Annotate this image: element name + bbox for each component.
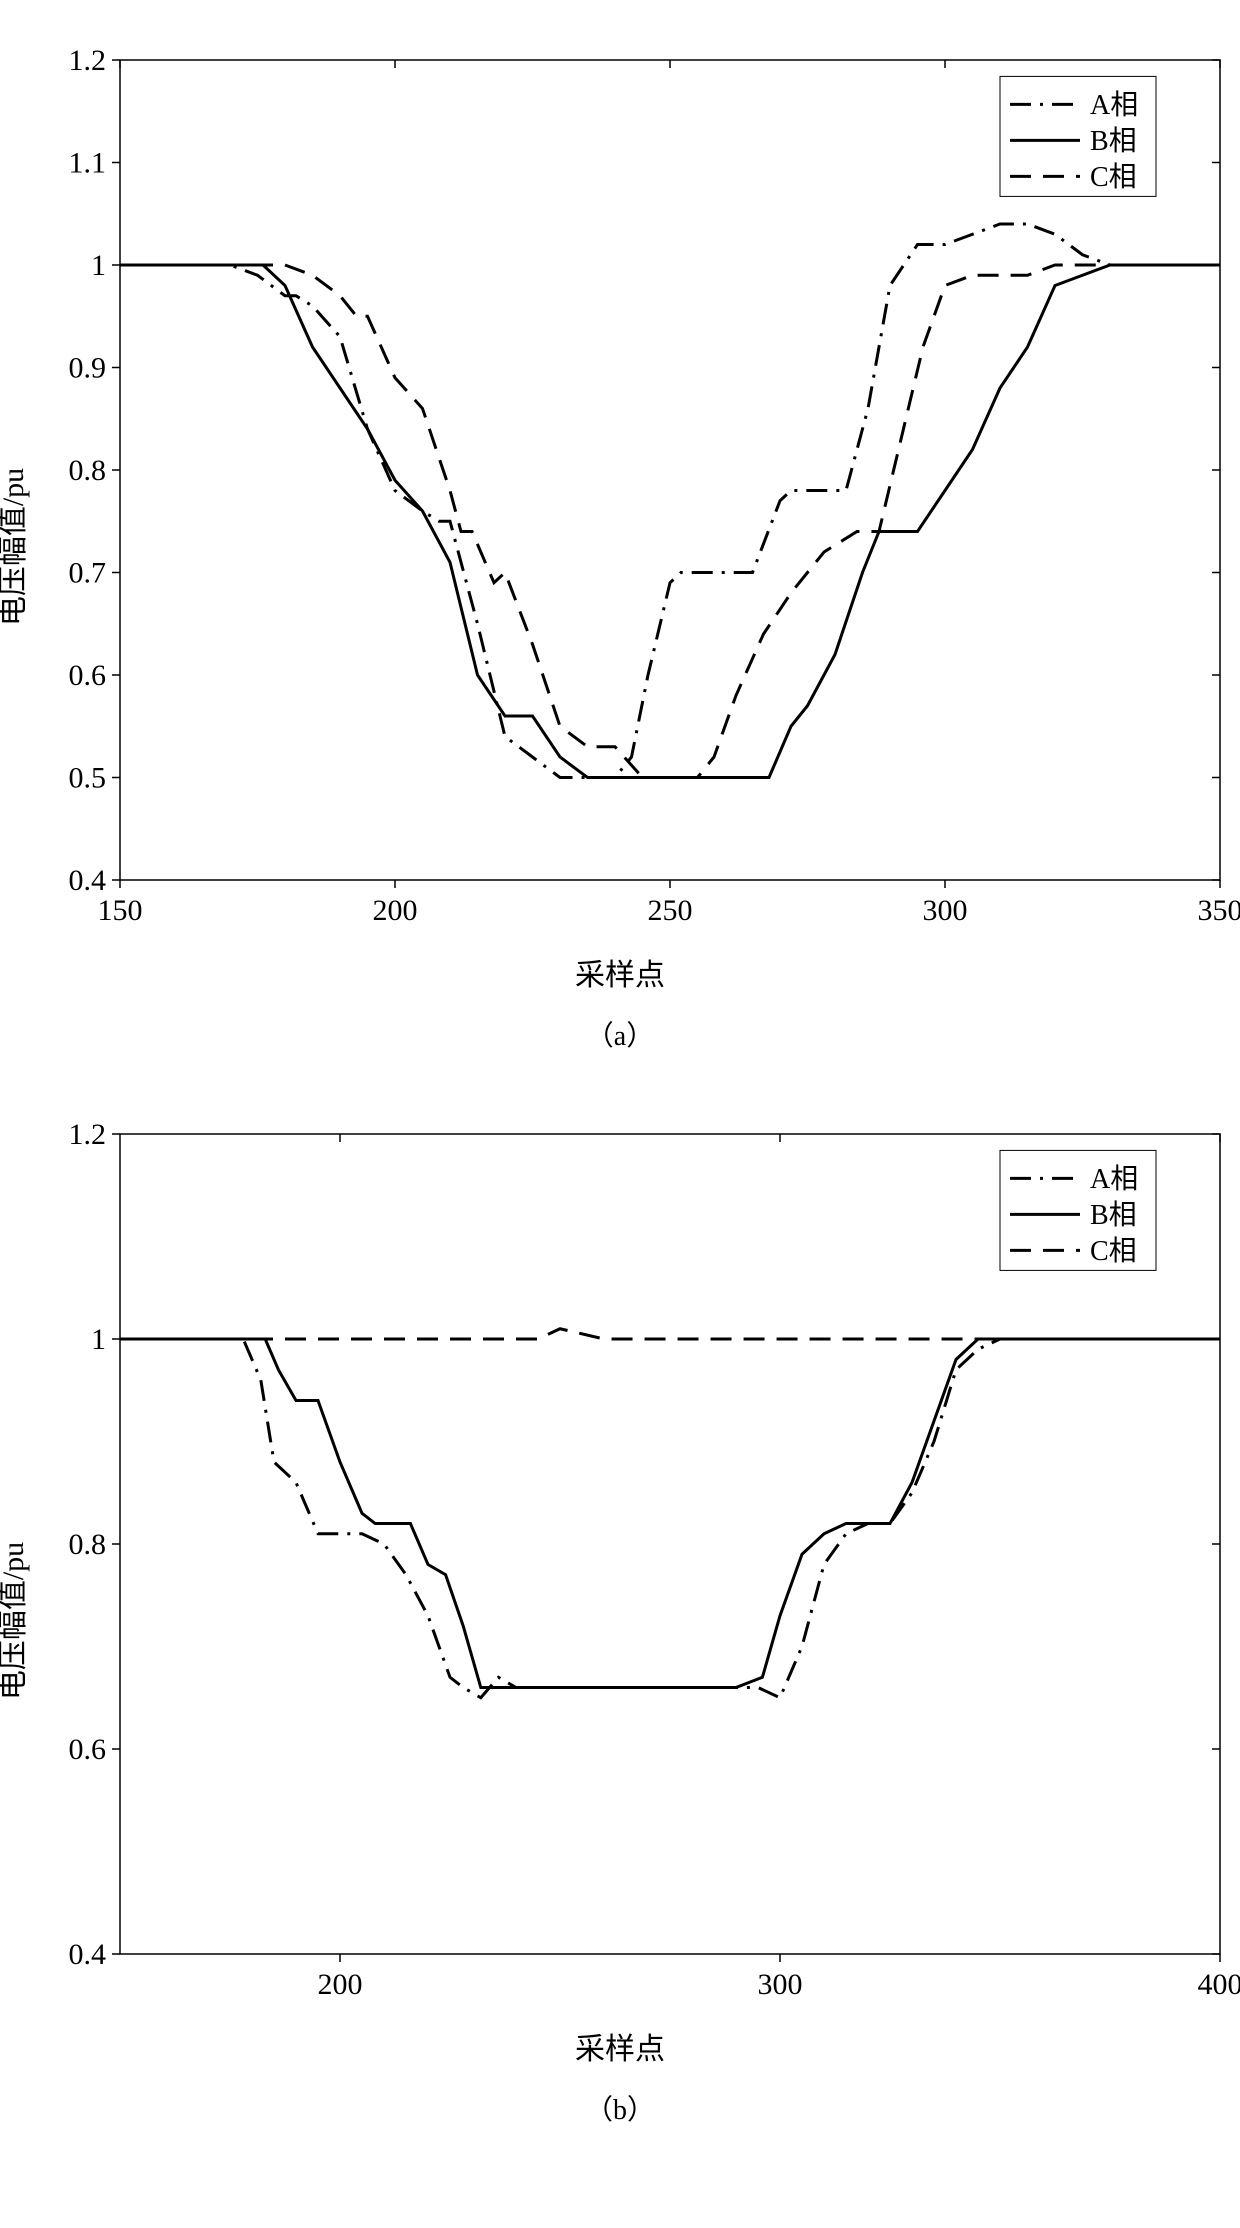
chart-a-xlabel: 采样点 [20,950,1220,994]
chart-b: 电压幅值/pu 2003004000.40.60.811.2A相B相C相 采样点… [20,1114,1220,2128]
svg-text:0.6: 0.6 [69,1733,107,1766]
chart-b-xlabel: 采样点 [20,2024,1220,2068]
chart-b-svg: 200 300 400 0.4 0.6 0.8 1 1.2 A相 B相 C相 [20,1114,1240,2034]
svg-text:0.4: 0.4 [69,1938,107,1971]
chart-a-ylabel: 电压幅值/pu [0,468,32,626]
svg-text:300: 300 [758,1968,803,2001]
svg-text:0.8: 0.8 [69,1528,107,1561]
svg-text:C相: C相 [1090,161,1137,193]
svg-text:0.7: 0.7 [69,557,107,590]
svg-text:1.2: 1.2 [69,1118,107,1151]
chart-b-subplot-label: （b） [20,2088,1220,2128]
svg-text:1.1: 1.1 [69,147,107,180]
svg-text:150: 150 [98,894,143,927]
svg-text:250: 250 [648,894,693,927]
svg-text:0.5: 0.5 [69,762,107,795]
chart-a-svg: 150 200 250 300 350 0.4 0.5 0.6 0.7 0.8 0.9 1 1.1 1.2… [20,40,1240,960]
svg-text:350: 350 [1198,894,1240,927]
svg-text:C相: C相 [1090,1235,1137,1267]
svg-text:B相: B相 [1090,125,1137,157]
svg-text:B相: B相 [1090,1199,1137,1231]
svg-text:1: 1 [91,249,106,282]
svg-text:0.8: 0.8 [69,454,107,487]
chart-a: 电压幅值/pu 1502002503003500.40.50.60.70.80.… [20,40,1220,1054]
svg-text:300: 300 [923,894,968,927]
svg-text:1: 1 [91,1323,106,1356]
svg-text:A相: A相 [1090,89,1138,121]
chart-a-subplot-label: （a） [20,1014,1220,1054]
svg-text:0.6: 0.6 [69,659,107,692]
svg-text:200: 200 [318,1968,363,2001]
svg-text:1.2: 1.2 [69,44,107,77]
svg-text:0.4: 0.4 [69,864,107,897]
chart-b-ylabel: 电压幅值/pu [0,1542,32,1700]
svg-text:A相: A相 [1090,1163,1138,1195]
svg-text:200: 200 [373,894,418,927]
svg-text:0.9: 0.9 [69,352,107,385]
svg-text:400: 400 [1198,1968,1240,2001]
